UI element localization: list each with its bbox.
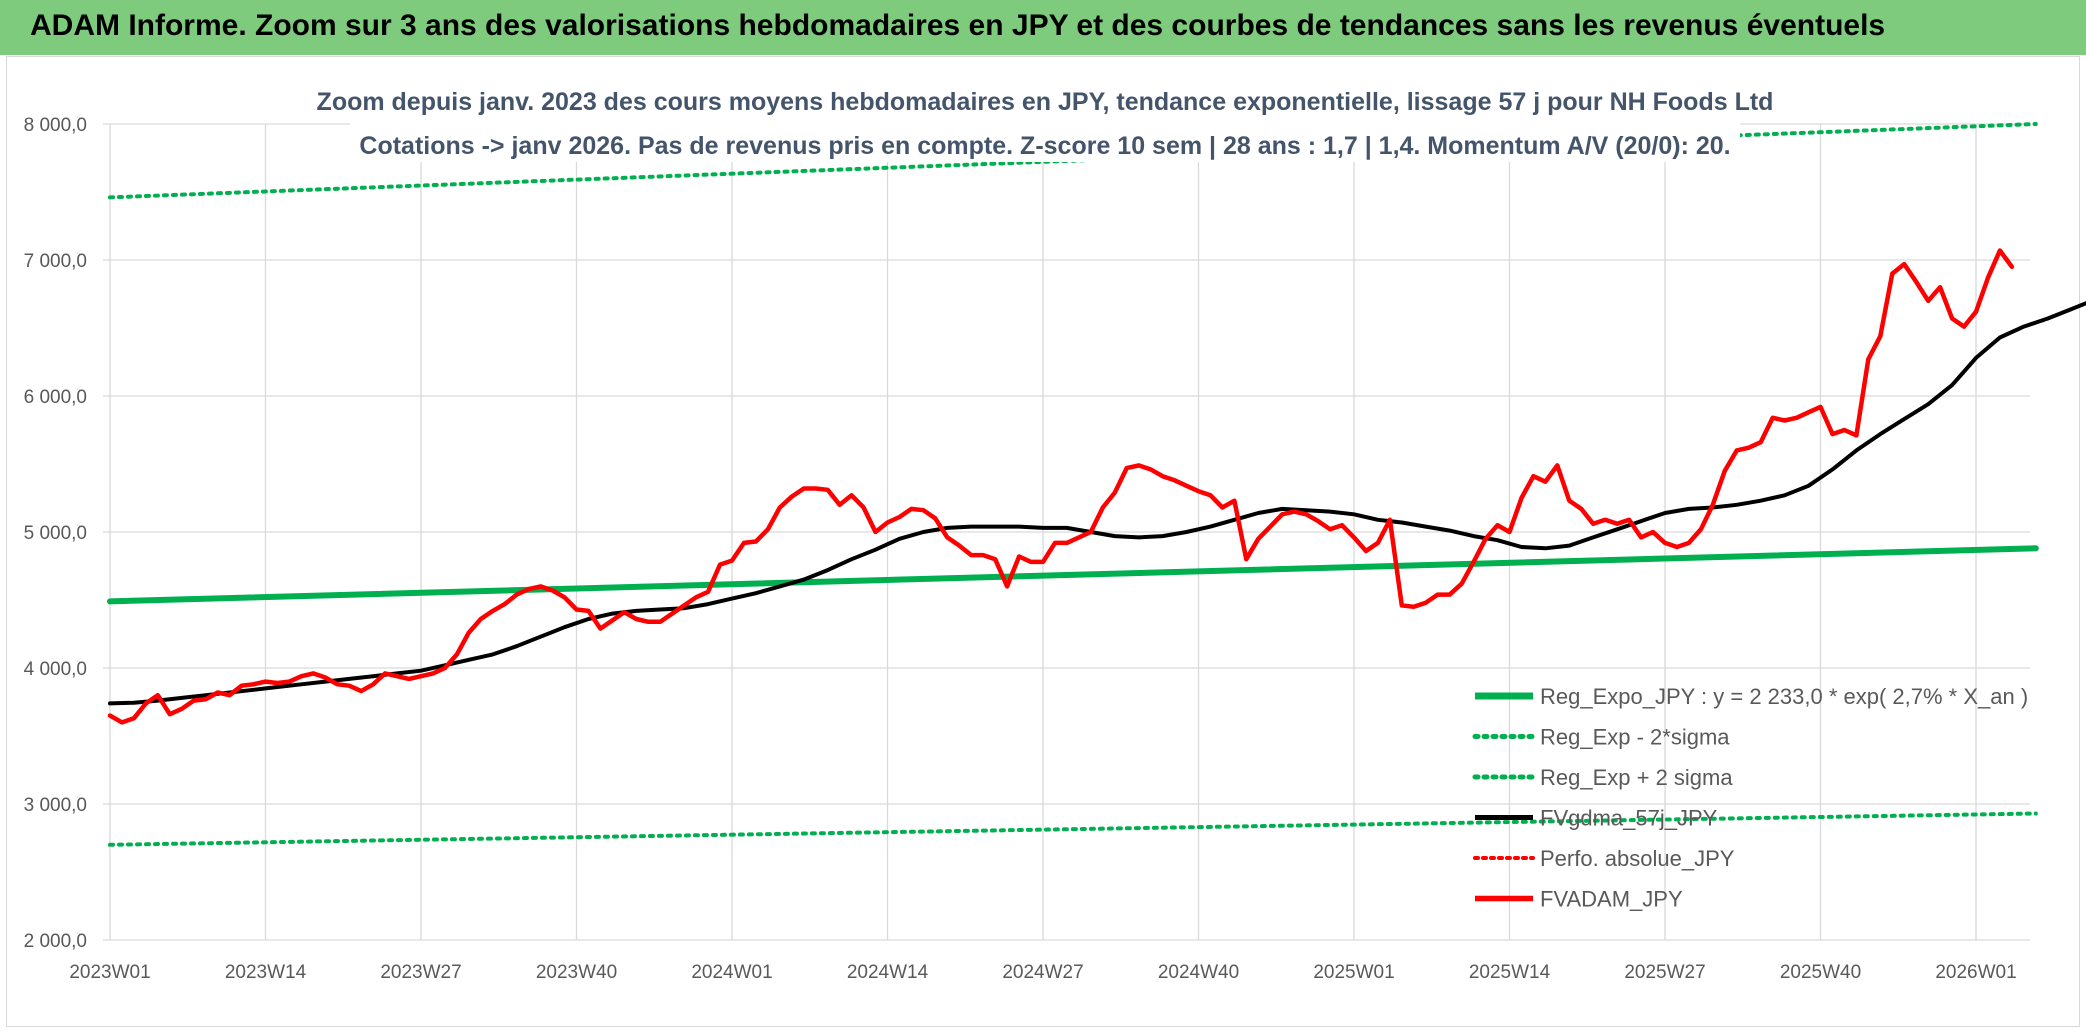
y-tick-label: 3 000,0	[24, 795, 87, 816]
y-tick-label: 2 000,0	[24, 931, 87, 952]
y-tick-label: 8 000,0	[24, 115, 87, 136]
x-tick-label: 2023W14	[225, 962, 307, 983]
x-tick-label: 2025W27	[1624, 962, 1705, 983]
legend-label: Reg_Expo_JPY : y = 2 233,0 * exp( 2,7% *…	[1540, 684, 2028, 709]
x-tick-label: 2024W40	[1158, 962, 1239, 983]
chart-titles: Zoom depuis janv. 2023 des cours moyens …	[317, 82, 1774, 162]
x-tick-label: 2024W27	[1002, 962, 1083, 983]
x-tick-label: 2025W14	[1469, 962, 1551, 983]
series-lines	[107, 122, 2086, 847]
legend-label: Perfo. absolue_JPY	[1540, 846, 1735, 871]
x-tick-label: 2025W40	[1780, 962, 1861, 983]
y-tick-label: 4 000,0	[24, 659, 87, 680]
legend-label: FVgdma_57j_JPY	[1540, 806, 1718, 831]
x-tick-label: 2023W27	[380, 962, 461, 983]
legend-label: Reg_Exp + 2 sigma	[1540, 765, 1733, 790]
x-tick-label: 2026W01	[1935, 962, 2016, 983]
series-line-reg_exp	[108, 811, 2038, 847]
x-tick-label: 2025W01	[1313, 962, 1394, 983]
x-tick-label: 2024W01	[691, 962, 772, 983]
chart-title: Zoom depuis janv. 2023 des cours moyens …	[317, 88, 1774, 116]
y-tick-label: 5 000,0	[24, 523, 87, 544]
y-tick-label: 7 000,0	[24, 251, 87, 272]
report-title: ADAM Informe. Zoom sur 3 ans des valoris…	[30, 9, 1886, 42]
x-tick-label: 2023W01	[69, 962, 150, 983]
chart-subtitle: Cotations -> janv 2026. Pas de revenus p…	[359, 132, 1730, 160]
legend-label: Reg_Exp - 2*sigma	[1540, 725, 1730, 750]
report-title-banner: ADAM Informe. Zoom sur 3 ans des valoris…	[0, 0, 2086, 55]
legend: Reg_Expo_JPY : y = 2 233,0 * exp( 2,7% *…	[1472, 684, 2028, 912]
series-line-reg_expo_jpy	[107, 545, 2039, 605]
legend-label: FVADAM_JPY	[1540, 887, 1683, 912]
series-line-fvgdma_57j_jpy	[108, 301, 2086, 706]
title-backdrop	[350, 82, 1740, 162]
chart-frame	[6, 56, 2080, 1027]
axis-ticks: 2 000,0 3 000,0 4 000,0 5 000,0 6 000,0 7 000…	[24, 115, 2017, 983]
series-line-fvadam_jpy	[107, 248, 2015, 725]
y-tick-label: 6 000,0	[24, 387, 87, 408]
x-tick-label: 2023W40	[536, 962, 617, 983]
x-tick-label: 2024W14	[847, 962, 929, 983]
